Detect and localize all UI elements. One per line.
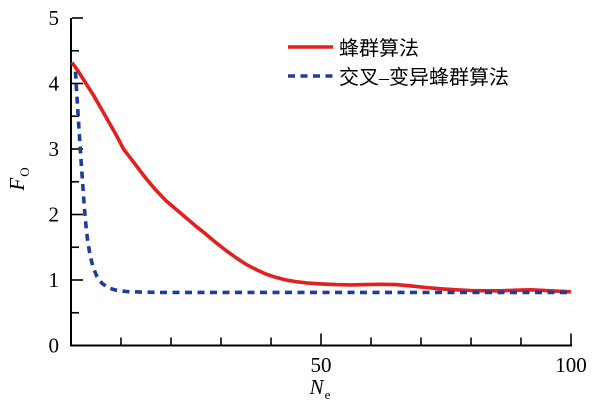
y-tick-label: 2 <box>49 203 60 227</box>
y-axis-title-subscript: O <box>17 167 32 176</box>
series-line-1 <box>70 61 572 294</box>
series-lines <box>70 61 572 295</box>
x-tick-label: 50 <box>311 353 332 377</box>
y-tick-label: 0 <box>49 334 60 358</box>
series-line-2 <box>73 71 571 295</box>
y-tick-label: 1 <box>49 268 60 292</box>
y-axis-title: FO <box>5 167 32 191</box>
axes: 50 100 0 1 2 3 4 5 <box>49 6 587 377</box>
x-axis-title: Ne <box>309 375 331 402</box>
x-tick-label: 100 <box>555 353 587 377</box>
legend-label-series1: 蜂群算法 <box>339 37 419 60</box>
x-axis-title-main: N <box>309 375 325 399</box>
y-tick-label: 4 <box>49 72 60 96</box>
legend: 蜂群算法 交叉–变异蜂群算法 <box>288 37 509 89</box>
y-tick-label: 5 <box>49 6 60 30</box>
y-axis-title-main: F <box>5 178 29 192</box>
x-axis-title-subscript: e <box>325 387 331 402</box>
y-tick-label: 3 <box>49 137 60 161</box>
legend-label-series2: 交叉–变异蜂群算法 <box>339 66 509 89</box>
